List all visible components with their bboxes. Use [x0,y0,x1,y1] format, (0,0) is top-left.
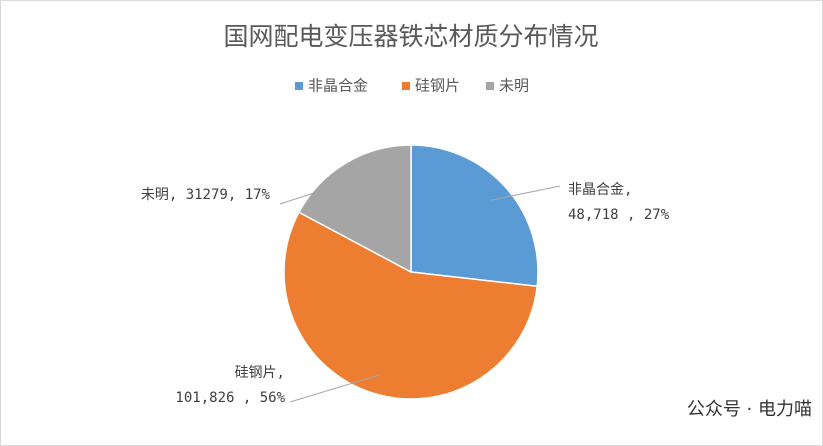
legend-label: 未明 [499,77,529,95]
legend-swatch [295,82,303,90]
chart-title: 国网配电变压器铁芯材质分布情况 [223,22,598,51]
leader-line [289,374,380,403]
pie-slice [297,144,412,274]
watermark: 公众号 · 电力喵 [687,399,812,420]
leader-line [491,185,561,201]
pie-slice [283,211,539,400]
pie-slice [410,144,539,288]
legend-swatch [402,82,410,90]
data-label: 非晶合金, [568,182,632,198]
legend-label: 非晶合金 [308,77,368,95]
legend-label: 硅钢片 [415,77,460,95]
leader-line [279,178,356,205]
data-label: 未明, 31279, 17% [141,187,271,203]
legend-swatch [486,82,494,90]
data-label: 硅钢片, [235,365,285,381]
data-label: 48,718 , 27% [568,207,670,223]
data-label: 101,826 , 56% [175,390,285,406]
